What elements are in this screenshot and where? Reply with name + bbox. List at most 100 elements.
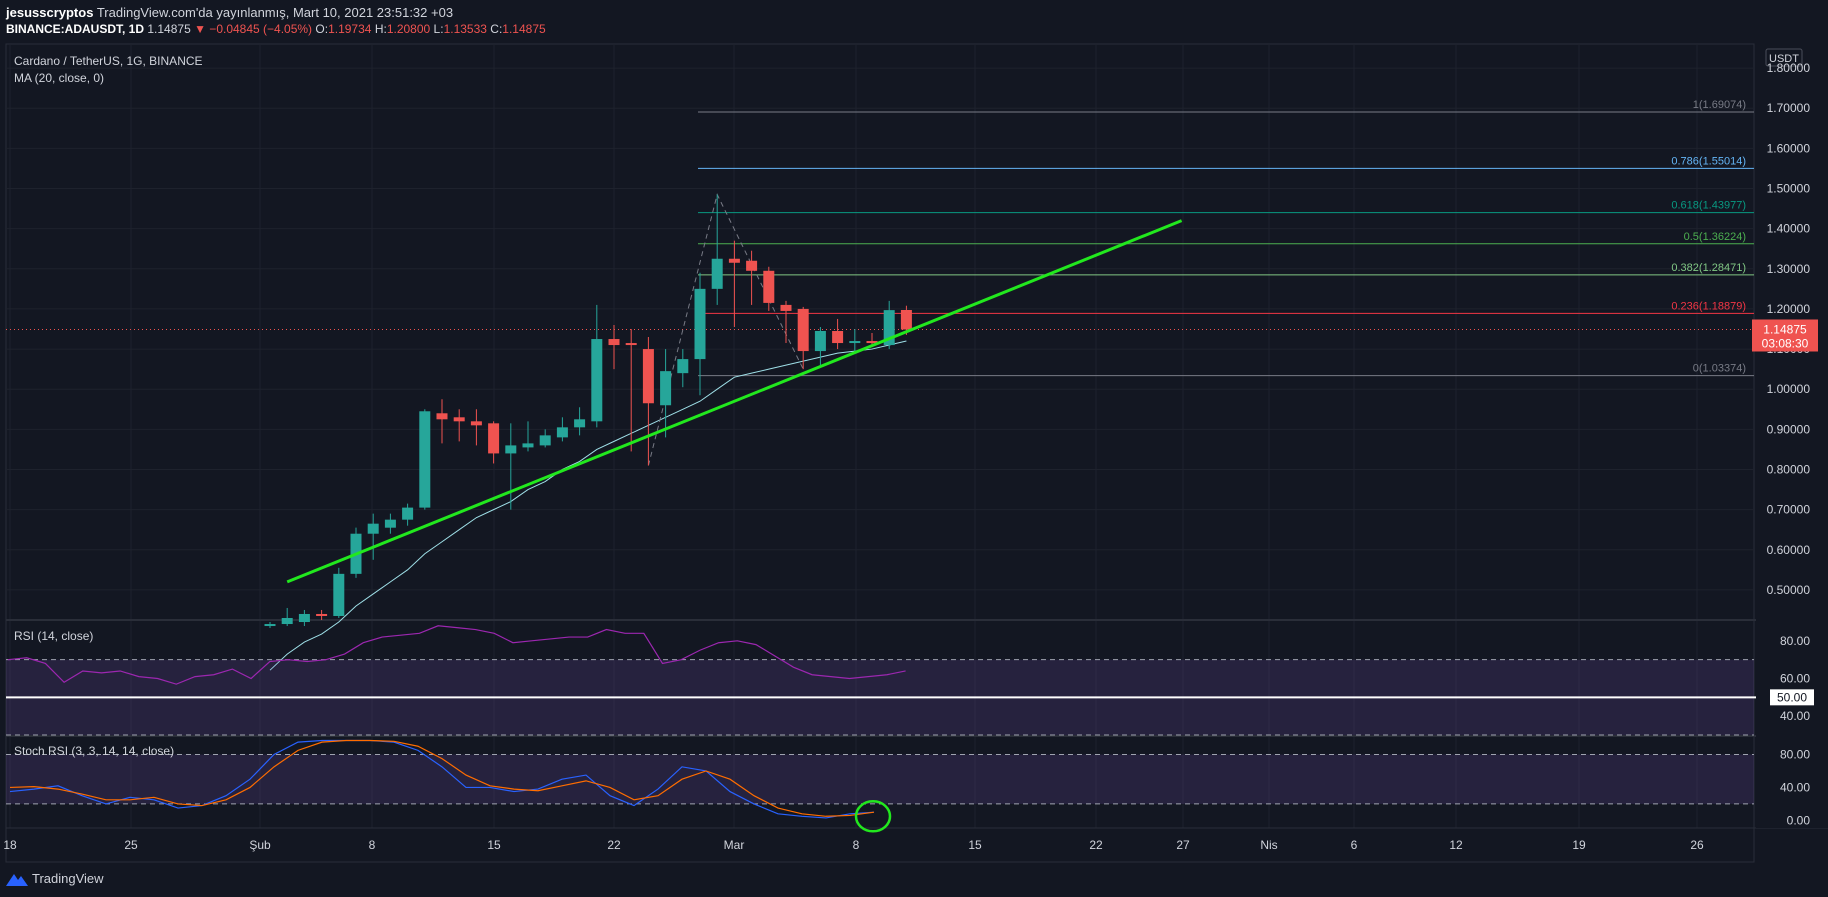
candle-body [505, 445, 517, 454]
candle-body [402, 507, 414, 520]
price-tick-label: 1.60000 [1767, 141, 1811, 155]
rsi-pane[interactable] [6, 625, 1770, 736]
fib-level-label: 0.236(1.18879) [1671, 300, 1746, 312]
candle-body [711, 258, 723, 289]
rsi-legend: RSI (14, close) [14, 629, 93, 643]
rsi-tick-label: 40.00 [1780, 709, 1810, 723]
candle-body [316, 613, 328, 616]
publish-text: TradingView.com'da yayınlanmış, Mart 10,… [96, 5, 454, 20]
chart-title: Cardano / TetherUS, 1G, BINANCE [14, 54, 203, 68]
time-tick-label: 19 [1572, 838, 1586, 852]
currency-box [1765, 48, 1803, 67]
rsi-tick-label: 80.00 [1780, 634, 1810, 648]
stoch-tick-label: 80.00 [1780, 747, 1810, 761]
trendline-line [286, 219, 1183, 584]
stoch-tick-label: 40.00 [1780, 780, 1810, 794]
open-value: 1.19734 [328, 22, 372, 36]
stoch-k-line [9, 739, 875, 819]
candlesticks[interactable] [264, 194, 912, 629]
candle-body [832, 331, 844, 344]
candle-body [367, 523, 379, 534]
price-change: ▼ −0.04845 (−4.05%) [194, 22, 313, 36]
trendline[interactable] [286, 219, 1183, 584]
low-label: L: [433, 22, 444, 36]
price-tick-label: 1.00000 [1767, 382, 1811, 396]
price-tick-label: 0.90000 [1767, 422, 1811, 436]
candle-body [660, 371, 672, 406]
fib-level-label: 0.5(1.36224) [1684, 231, 1746, 243]
candle-body [814, 331, 826, 352]
rsi-mid-marker [1770, 689, 1814, 706]
candle-body [470, 421, 482, 426]
candle-body [539, 435, 551, 446]
candle-body [642, 349, 654, 404]
symbol-name[interactable]: BINANCE:ADAUSDT, 1D [6, 22, 145, 36]
publish-info: jesusscryptos TradingView.com'da yayınla… [6, 5, 453, 20]
time-tick-label: 25 [124, 838, 138, 852]
price-tick-label: 0.80000 [1767, 462, 1811, 476]
candle-body [763, 270, 775, 303]
time-tick-label: 27 [1176, 838, 1190, 852]
open-label: O: [315, 22, 329, 36]
candle-body [746, 260, 758, 271]
zigzag-line [647, 193, 804, 466]
candle-body [591, 339, 603, 422]
time-tick-label: 26 [1690, 838, 1704, 852]
pane-labels: Cardano / TetherUS, 1G, BINANCE MA (20, … [14, 54, 203, 758]
chart-canvas[interactable]: 1(1.69074) 0.786(1.55014) 0.618(1.43977) 0.… [0, 0, 1828, 864]
ma-line [269, 340, 907, 671]
price-tick-label: 1.40000 [1767, 222, 1811, 236]
candle-body [556, 427, 568, 438]
price-tick-label: 0.70000 [1767, 503, 1811, 517]
fib-level-label: 0.618(1.43977) [1671, 200, 1746, 212]
time-tick-label: Mar [724, 838, 745, 852]
fibonacci-retracement[interactable]: 1(1.69074) 0.786(1.55014) 0.618(1.43977) 0.… [6, 99, 1754, 377]
candle-body [780, 304, 792, 311]
last-price-marker [1752, 319, 1818, 352]
candle-body [436, 413, 448, 420]
stoch-legend: Stoch RSI (3, 3, 14, 14, close) [14, 744, 174, 758]
chart-header: jesusscryptos TradingView.com'da yayınla… [0, 0, 1828, 44]
time-tick-label: 6 [1351, 838, 1358, 852]
last-price: 1.14875 [147, 22, 191, 36]
price-tick-label: 1.30000 [1767, 262, 1811, 276]
candle-body [419, 411, 431, 508]
fib-level-label: 0.382(1.28471) [1671, 262, 1746, 274]
candle-body [574, 419, 586, 428]
candle-body [625, 343, 637, 346]
price-tick-label: 1.80000 [1767, 61, 1811, 75]
time-tick-label: Nis [1260, 838, 1277, 852]
chart-frame [5, 43, 1755, 863]
time-tick-label: 22 [1089, 838, 1103, 852]
stoch-band-fill [6, 754, 1754, 804]
currency-label: USDT [1769, 53, 1799, 65]
stoch-rsi-pane[interactable] [6, 739, 1754, 833]
price-tick-label: 0.60000 [1767, 543, 1811, 557]
candle-body [608, 339, 620, 346]
close-value: 1.14875 [502, 22, 546, 36]
price-tick-label: 1.50000 [1767, 182, 1811, 196]
time-tick-label: 18 [3, 838, 17, 852]
candle-body [384, 519, 396, 528]
candle-body [453, 417, 465, 422]
rsi-line [7, 625, 906, 685]
candle-body [900, 309, 912, 330]
author-name[interactable]: jesusscryptos [6, 5, 94, 20]
highlight-circle [854, 800, 892, 833]
stoch-tick-label: 0.00 [1787, 813, 1811, 827]
time-tick-label: Şub [249, 838, 271, 852]
time-tick-label: 22 [607, 838, 621, 852]
time-tick-label: 8 [369, 838, 376, 852]
stoch-d-line [9, 739, 875, 817]
candle-body [488, 423, 500, 454]
fib-level-label: 0.786(1.55014) [1671, 155, 1746, 167]
time-tick-label: 12 [1449, 838, 1463, 852]
time-axis[interactable]: 18 25 Şub 8 15 22 Mar 8 15 22 27 Nis 6 12 19 26 [3, 838, 1704, 852]
candle-body [677, 359, 689, 374]
candle-body [264, 624, 276, 627]
candle-body [281, 618, 293, 625]
tradingview-logo[interactable]: TradingView [6, 871, 104, 886]
fib-level-label: 1(1.69074) [1693, 99, 1746, 111]
price-tick-label: 1.70000 [1767, 101, 1811, 115]
